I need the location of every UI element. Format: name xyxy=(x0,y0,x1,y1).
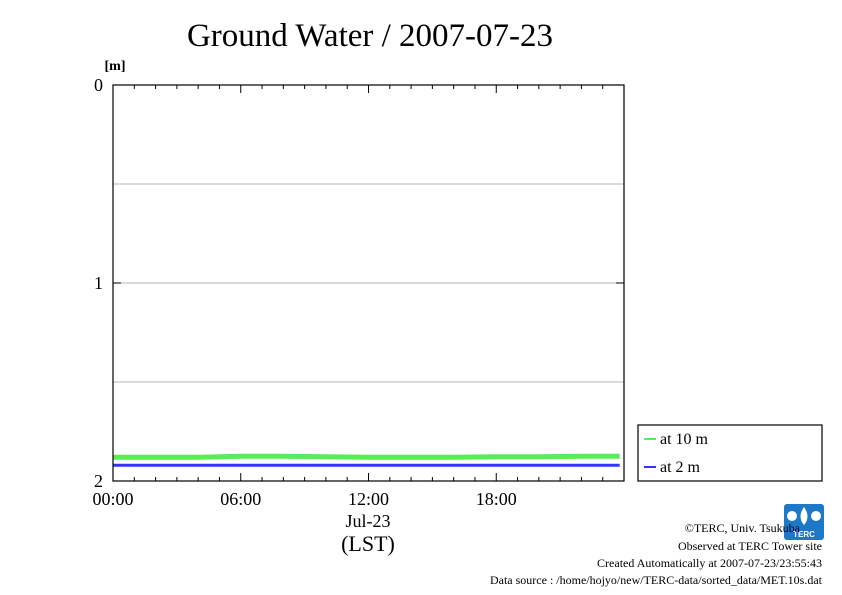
legend: at 10 m at 2 m xyxy=(637,424,823,482)
x-axis-label: (LST) xyxy=(341,531,395,556)
legend-box xyxy=(637,424,823,482)
x-tick-label-2: 12:00 xyxy=(348,489,389,509)
chart-title: Ground Water / 2007-07-23 xyxy=(187,18,553,54)
series-layer xyxy=(113,453,620,467)
y-axis-unit-label: [m] xyxy=(105,59,126,74)
terc-logo: TERC xyxy=(784,504,824,540)
credit-observed: Observed at TERC Tower site xyxy=(677,539,822,553)
legend-label-at-10m: at 10 m xyxy=(660,431,709,448)
x-tick-label-1: 06:00 xyxy=(220,489,261,509)
x-tick-label-0: 00:00 xyxy=(92,489,133,509)
axes: 0 1 200:00 06:00 12:00 18:00 xyxy=(92,75,625,509)
grid-lines xyxy=(113,183,624,383)
y-tick-label-2: 2 xyxy=(94,471,103,491)
credit-copyright: ©TERC, Univ. Tsukuba xyxy=(684,521,800,535)
series-line-0 xyxy=(113,453,620,460)
logo-text: TERC xyxy=(793,530,815,539)
credit-source: Data source : /home/hojyo/new/TERC-data/… xyxy=(489,573,822,587)
y-tick-label-0: 0 xyxy=(94,75,103,95)
credit-created: Created Automatically at 2007-07-23/23:5… xyxy=(597,556,822,570)
x-tick-label-3: 18:00 xyxy=(476,489,517,509)
legend-label-at-2m: at 2 m xyxy=(660,459,701,476)
x-axis-date-label: Jul-23 xyxy=(346,511,391,531)
y-tick-label-1: 1 xyxy=(94,273,103,293)
